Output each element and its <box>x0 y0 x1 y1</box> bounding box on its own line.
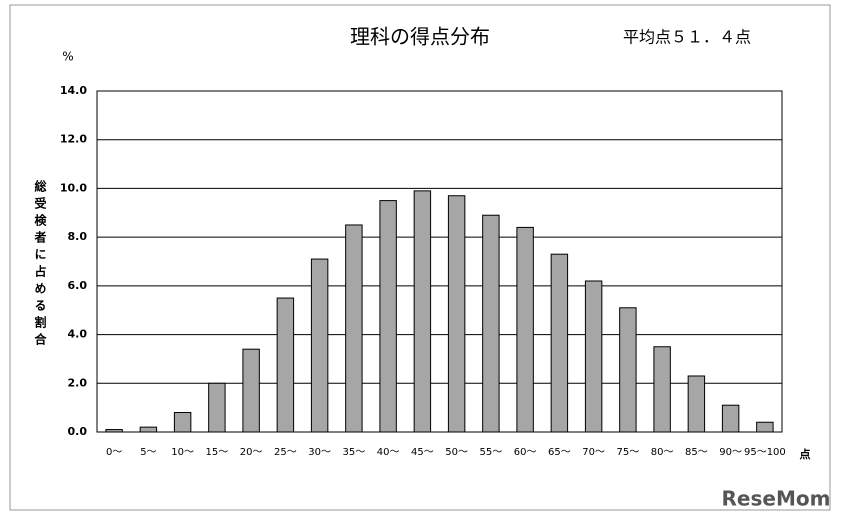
plot-border <box>96 90 783 433</box>
chart-subtitle: 平均点５１．４点 <box>623 28 751 47</box>
bar <box>379 200 397 433</box>
x-tick-label: 35〜 <box>343 447 366 458</box>
x-tick-label: 15〜 <box>206 447 229 458</box>
x-tick-label: 55〜 <box>480 447 503 458</box>
y-tick-label: 4.0 <box>68 328 88 341</box>
x-tick-label: 50〜 <box>445 447 468 458</box>
x-tick-label: 70〜 <box>582 447 605 458</box>
bar <box>482 214 500 433</box>
x-tick-label: 65〜 <box>548 447 571 458</box>
bar <box>105 429 123 433</box>
x-tick-label: 60〜 <box>514 447 537 458</box>
x-tick-label: 0〜 <box>106 447 122 458</box>
x-tick-label: 80〜 <box>651 447 674 458</box>
bar <box>413 190 432 433</box>
x-tick-label: 90〜 <box>719 447 742 458</box>
bar <box>756 421 774 433</box>
y-tick-label: 8.0 <box>68 230 88 243</box>
x-tick-label: 5〜 <box>140 447 156 458</box>
bar <box>139 426 158 433</box>
bar <box>721 404 740 433</box>
bar <box>687 375 706 433</box>
bar <box>276 297 295 433</box>
bar <box>653 346 671 433</box>
x-tick-label: 85〜 <box>685 447 708 458</box>
y-tick-label: 0.0 <box>68 425 88 438</box>
x-tick-label: 25〜 <box>274 447 297 458</box>
bar <box>173 412 192 433</box>
bar <box>242 348 260 433</box>
y-axis-label: 総受検者に占める割合 <box>33 179 47 350</box>
bar <box>345 224 363 433</box>
x-tick-label: 10〜 <box>171 447 194 458</box>
bar <box>310 258 329 433</box>
y-unit: % <box>62 50 73 64</box>
x-tick-label: 40〜 <box>377 447 400 458</box>
x-tick-label: 45〜 <box>411 447 434 458</box>
y-tick-label: 2.0 <box>68 376 88 389</box>
x-tick-label: 95〜100 <box>744 447 786 458</box>
y-tick-label: 12.0 <box>60 133 87 146</box>
bar <box>619 307 637 433</box>
watermark: ReseMom <box>722 487 831 511</box>
bar <box>208 382 226 433</box>
bar <box>516 226 534 433</box>
chart-title: 理科の得点分布 <box>350 25 490 49</box>
x-tick-label: 30〜 <box>308 447 331 458</box>
x-tick-label: 75〜 <box>617 447 640 458</box>
y-tick-label: 14.0 <box>60 84 87 97</box>
bar <box>584 280 603 433</box>
bar <box>550 253 569 433</box>
x-tick-label: 20〜 <box>240 447 263 458</box>
bar <box>447 195 466 433</box>
y-tick-label: 6.0 <box>68 279 88 292</box>
x-unit: 点 <box>800 447 811 461</box>
y-tick-label: 10.0 <box>60 181 87 194</box>
